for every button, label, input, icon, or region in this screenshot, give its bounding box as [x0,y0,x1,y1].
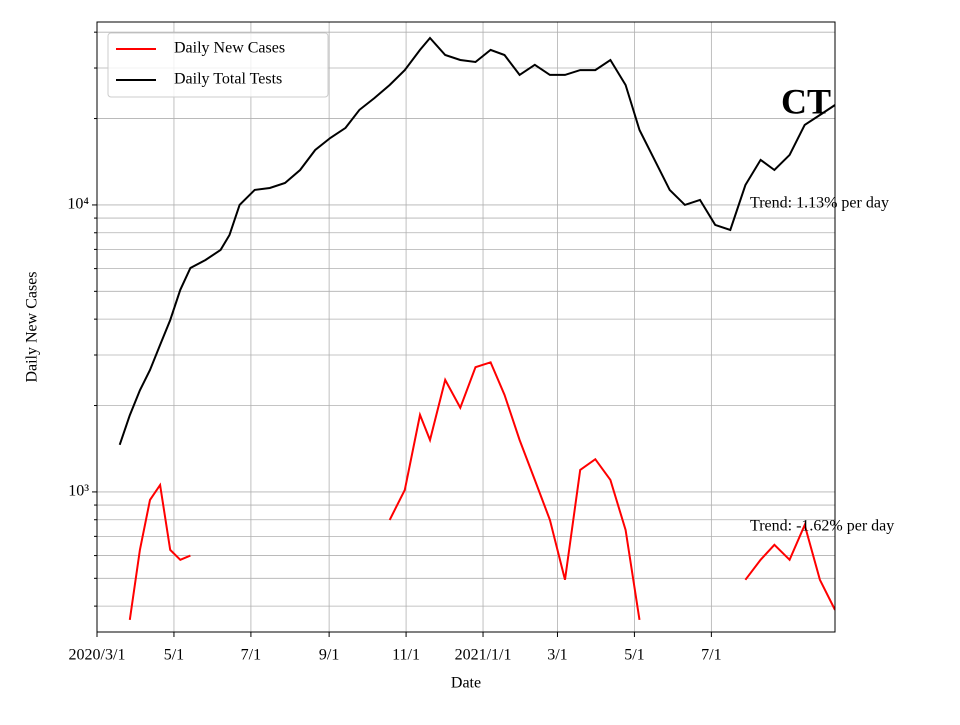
legend-label: Daily New Cases [174,40,285,57]
x-tick-label: 9/1 [319,647,339,664]
legend-box [107,32,329,98]
x-tick-label: 5/1 [624,647,644,664]
x-tick-label: 2020/3/1 [69,647,126,664]
data-line [128,361,835,621]
y-tick-label: 10⁴ [67,196,89,213]
x-tick-label: 3/1 [547,647,567,664]
legend: Daily New Cases Daily Total Tests [107,32,329,98]
y-tick-label: 10³ [68,483,89,500]
x-tick-label: 11/1 [392,647,420,664]
y-axis-label: Daily New Cases [24,271,41,382]
annotation: Trend: 1.13% per day [750,195,889,212]
x-tick-label: 7/1 [701,647,721,664]
x-tick-label: 2021/1/1 [455,647,512,664]
data-line [118,36,835,446]
chart-title: CT [781,81,831,121]
x-tick-label: 5/1 [164,647,184,664]
legend-label: Daily Total Tests [174,71,282,88]
x-axis-label: Date [451,675,481,692]
plot-frame [96,21,836,633]
x-tick-label: 7/1 [241,647,261,664]
annotation: Trend: -1.62% per day [750,518,894,535]
